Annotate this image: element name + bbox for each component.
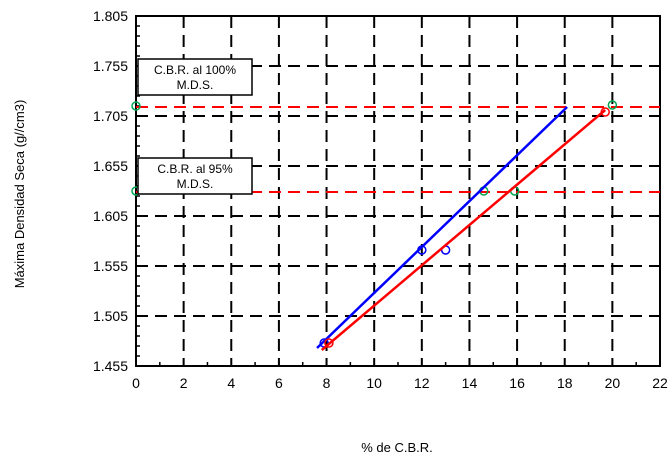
x-tick-label: 12 [414, 375, 430, 391]
y-tick-label: 1.805 [93, 8, 128, 24]
y-tick-label: 1.455 [93, 358, 128, 374]
y-tick-label: 1.605 [93, 208, 128, 224]
annotation-frame [137, 58, 253, 96]
annotations: C.B.R. al 100%M.D.S.C.B.R. al 95%M.D.S. [137, 58, 253, 195]
annotation-label: C.B.R. al 100% [154, 63, 236, 77]
y-axis-title: Máxima Densidad Seca (g//cm3) [12, 100, 27, 289]
series [316, 106, 610, 351]
x-tick-label: 4 [227, 375, 235, 391]
reference-marker [131, 101, 141, 111]
x-axis-title: % de C.B.R. [361, 440, 433, 455]
annotation-box-2: C.B.R. al 95%M.D.S. [137, 157, 253, 195]
y-tick-label: 1.755 [93, 58, 128, 74]
annotation-label: M.D.S. [177, 177, 214, 191]
reference-marker [607, 100, 618, 110]
series-point [417, 245, 427, 255]
series-line-1 [316, 106, 568, 349]
y-tick-label: 1.705 [93, 108, 128, 124]
x-tick-label: 0 [132, 375, 140, 391]
annotation-label: C.B.R. al 95% [157, 162, 233, 176]
x-tick-label: 16 [509, 375, 525, 391]
x-tick-label: 14 [462, 375, 478, 391]
series-line-2 [320, 109, 607, 351]
annotation-frame [137, 157, 253, 195]
y-tick-label: 1.505 [93, 308, 128, 324]
annotation-label: M.D.S. [177, 78, 214, 92]
x-tick-label: 8 [323, 375, 331, 391]
x-tick-label: 20 [605, 375, 621, 391]
y-tick-labels: 1.455 1.505 1.555 1.605 1.655 1.705 1.755 1.805 [93, 8, 128, 374]
x-tick-label: 2 [180, 375, 188, 391]
x-tick-labels: 0 2 4 6 8 10 12 14 16 18 20 22 [132, 375, 668, 391]
annotation-box-1: C.B.R. al 100%M.D.S. [137, 58, 253, 96]
x-tick-label: 10 [366, 375, 382, 391]
series-point [600, 107, 610, 117]
x-tick-label: 18 [557, 375, 573, 391]
y-tick-label: 1.655 [93, 158, 128, 174]
y-tick-label: 1.555 [93, 258, 128, 274]
series-point [324, 338, 334, 348]
x-tick-label: 22 [652, 375, 668, 391]
x-tick-label: 6 [275, 375, 283, 391]
